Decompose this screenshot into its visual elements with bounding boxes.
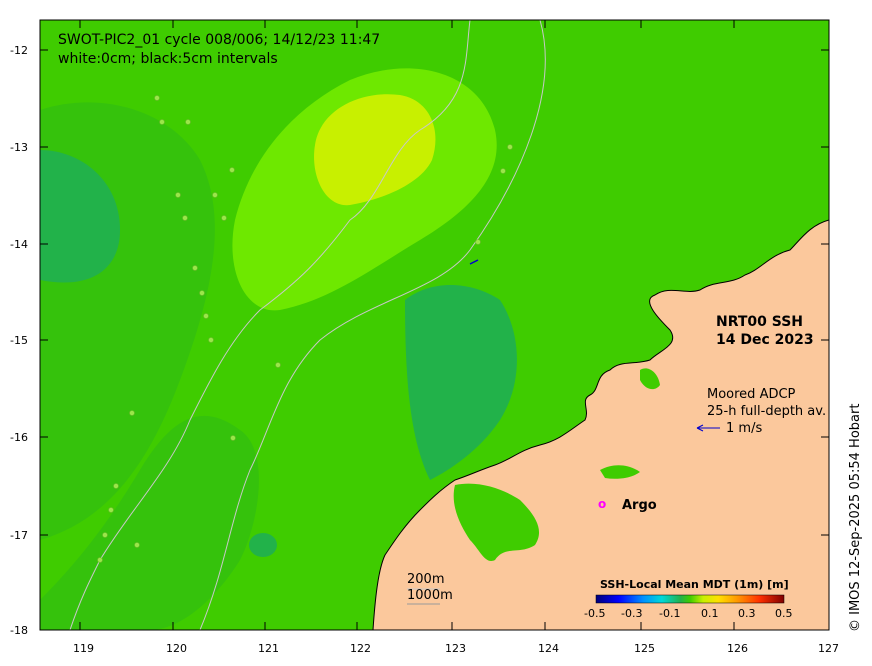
isobath-200m [69,20,471,630]
swot-swath-points [97,95,513,563]
argo-marker: o [598,497,607,511]
lat-tick-label: -12 [10,44,28,57]
lon-tick-label: 126 [727,642,748,655]
adcp-scale-label: 1 m/s [726,421,763,436]
product-date: 14 Dec 2023 [716,332,814,348]
adcp-description: 25-h full-depth av. [707,404,827,419]
colorbar-tick: -0.1 [659,607,681,620]
ssh-low-spot [249,533,277,557]
ssh-low-band-south [40,415,259,630]
lon-tick-label: 127 [818,642,839,655]
lat-tick-label: -15 [10,334,28,347]
adcp-arrow [696,424,720,432]
king-sound [453,483,540,561]
colorbar-tick: 0.5 [775,607,793,620]
shoal-marker [469,259,479,265]
colorbar-title: SSH-Local Mean MDT (1m) [m] [600,578,789,591]
lon-tick-label: 120 [166,642,187,655]
chart-subtitle: white:0cm; black:5cm intervals [58,51,278,67]
map-area [40,20,829,630]
lon-tick-label: 119 [73,642,94,655]
adcp-label: Moored ADCP [707,387,796,402]
lat-tick-label: -16 [10,431,28,444]
colorbar [595,594,785,604]
lon-tick-label: 123 [445,642,466,655]
axis-ticks [40,20,830,630]
lat-tick-label: -13 [10,141,28,154]
lon-tick-label: 122 [350,642,371,655]
lon-tick-label: 125 [634,642,655,655]
ssh-low-eddy-east [405,285,517,480]
bay-inlet [600,465,640,479]
plot-frame [39,19,830,631]
colorbar-tick: 0.1 [701,607,719,620]
depth-legend-1000m: 1000m [407,588,453,603]
isobath-1000m [199,20,546,630]
depth-legend-200m: 200m [407,572,445,587]
product-label: NRT00 SSH [716,314,804,330]
credit-text: © IMOS 12-Sep-2025 05:54 Hobart [848,403,863,632]
argo-label: Argo [622,498,657,513]
colorbar-tick: -0.3 [621,607,643,620]
lat-tick-label: -14 [10,238,28,251]
ssh-high-core [314,94,436,206]
colorbar-tick: -0.5 [584,607,606,620]
lon-tick-label: 124 [538,642,559,655]
colorbar-tick: 0.3 [738,607,756,620]
lat-tick-label: -18 [10,624,28,637]
lat-tick-label: -17 [10,529,28,542]
coastline [372,219,829,630]
lon-tick-label: 121 [258,642,279,655]
ssh-low-eddy-west [40,150,120,283]
chart-title: SWOT-PIC2_01 cycle 008/006; 14/12/23 11:… [58,32,381,48]
bay-inlet-2 [640,368,660,390]
